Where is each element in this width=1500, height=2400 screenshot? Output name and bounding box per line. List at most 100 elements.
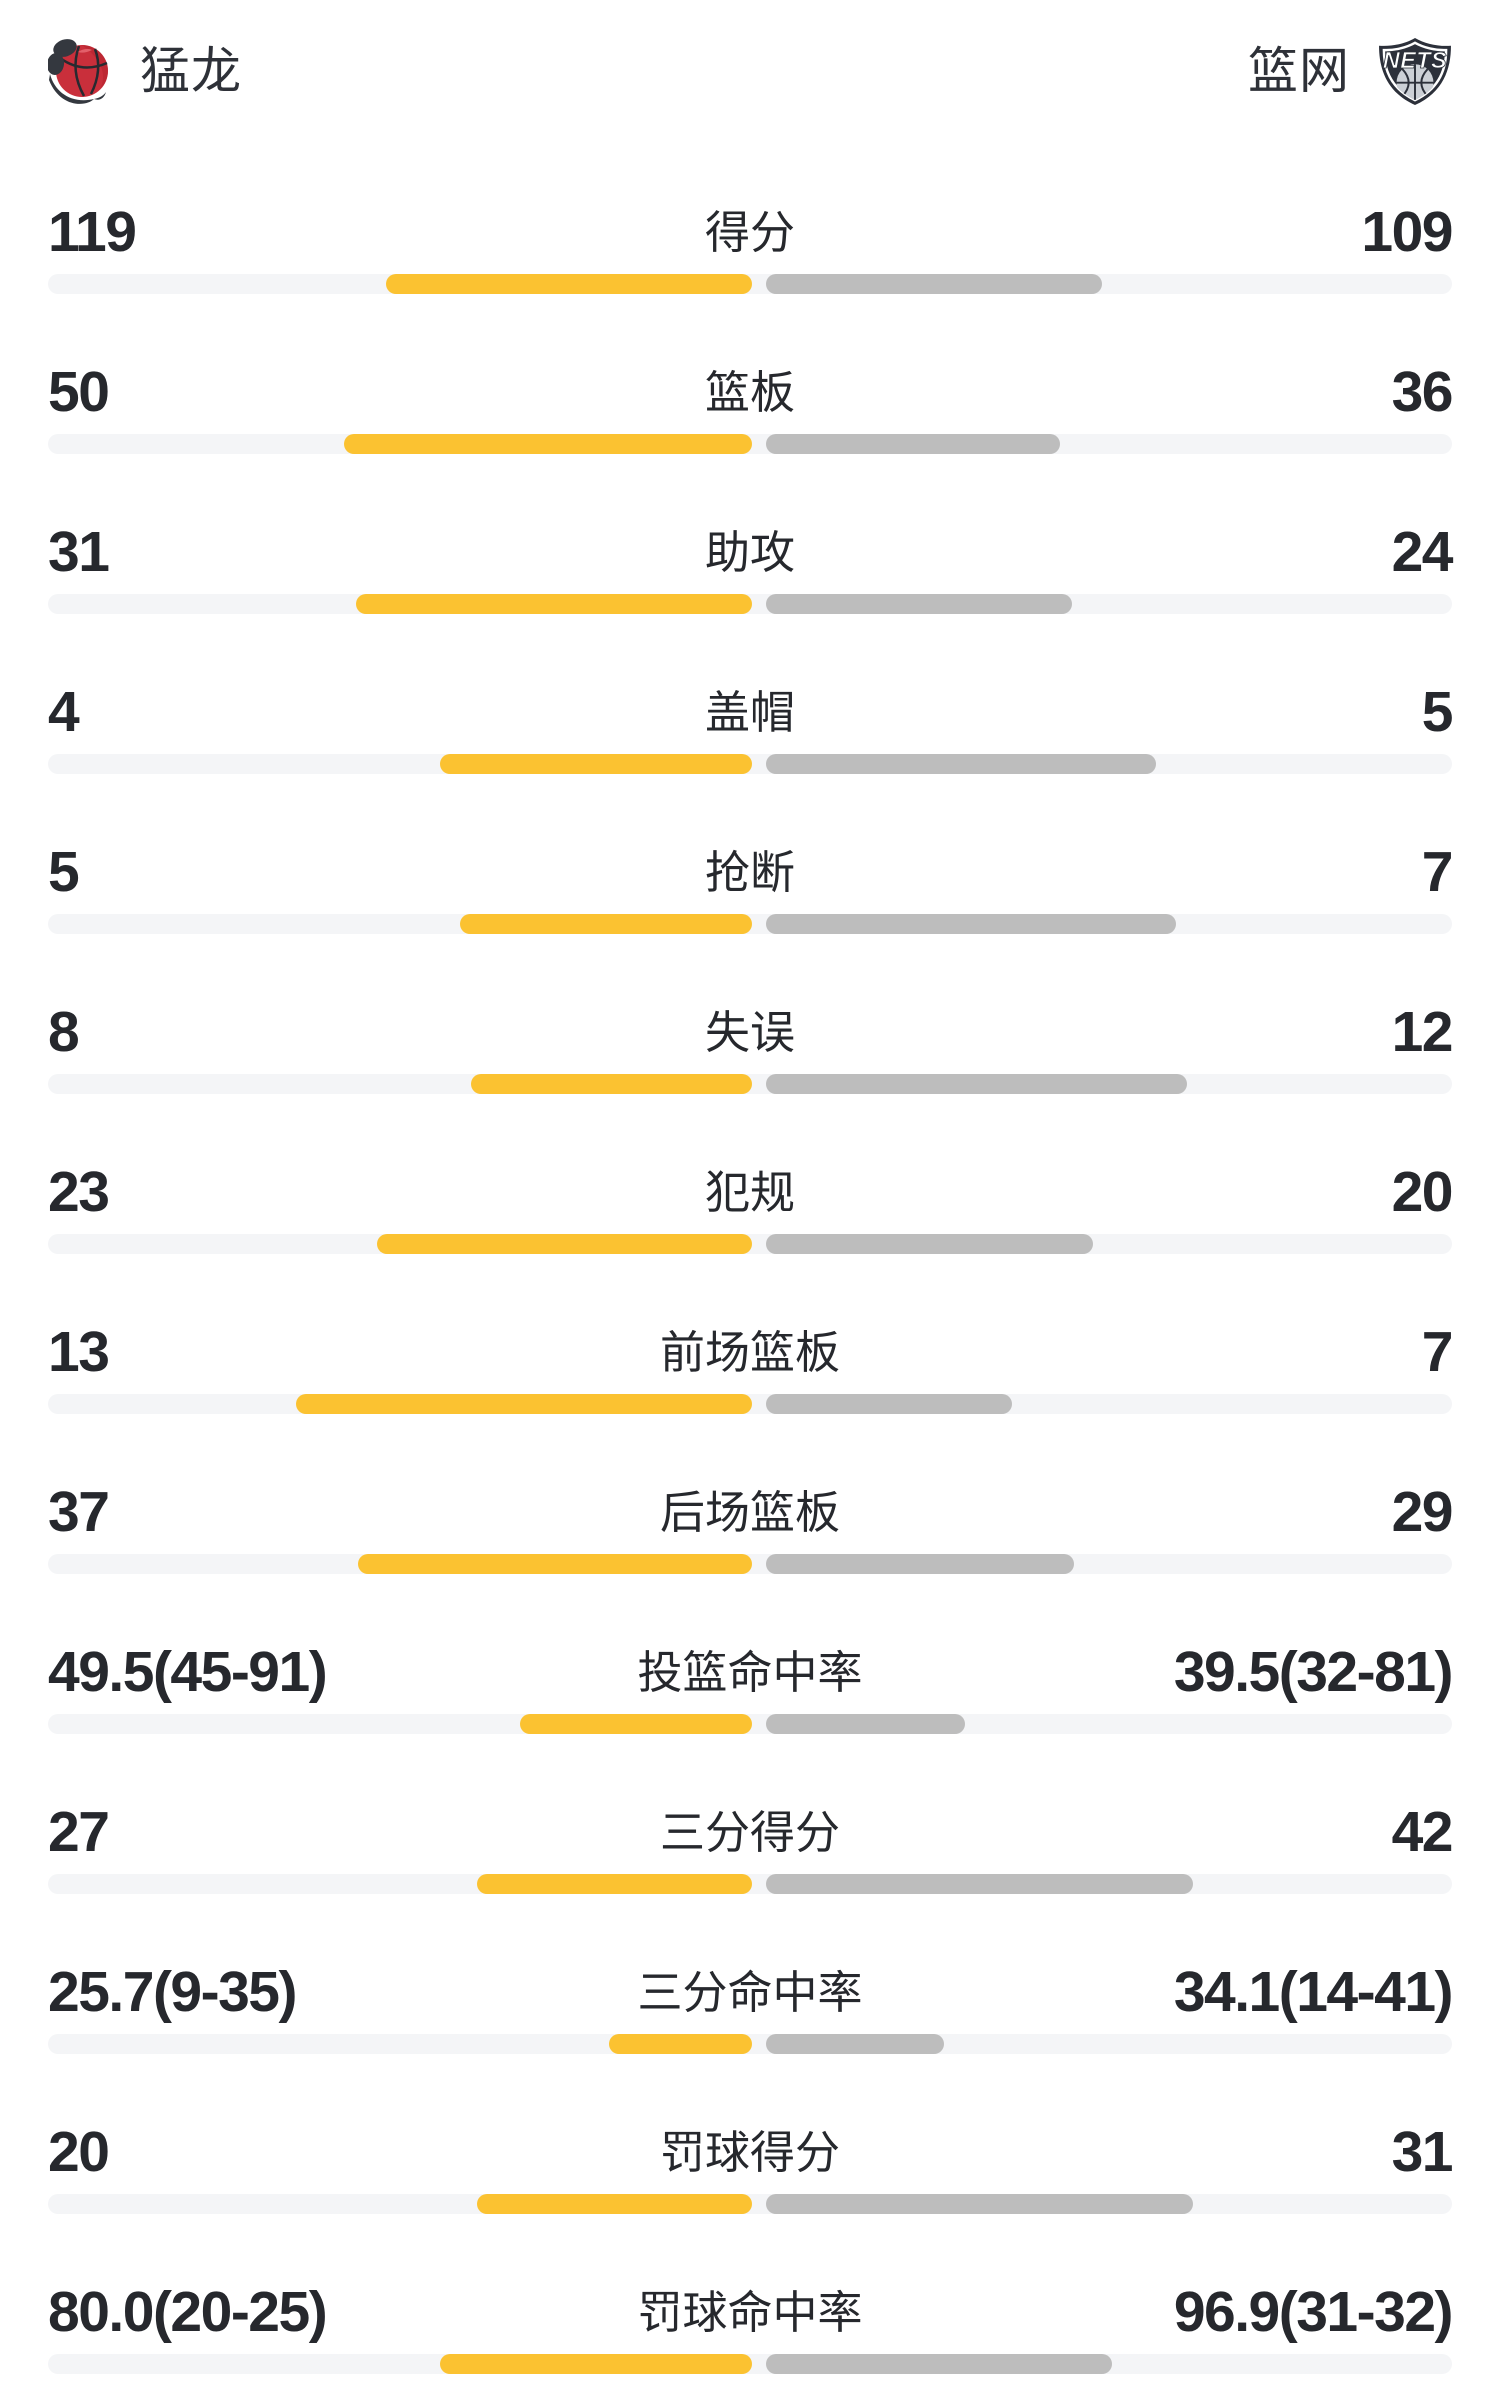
stat-bar-away [766, 434, 1060, 454]
stat-bar-home [608, 2034, 752, 2054]
stat-home-value: 80.0(20-25) [48, 2280, 328, 2344]
stat-away-value: 109 [1361, 200, 1453, 264]
stat-bar-home [376, 1234, 752, 1254]
team-away: 篮网 NETS [1248, 36, 1454, 106]
stat-away-value: 5 [1421, 680, 1454, 744]
stat-label: 得分 [704, 207, 796, 258]
stat-line: 27 三分得分 42 [48, 1800, 1454, 1864]
stat-row: 37 后场篮板 29 [0, 1480, 1500, 1574]
stat-home-value: 37 [48, 1480, 110, 1544]
stat-label: 篮板 [704, 367, 796, 418]
stat-home-value: 13 [48, 1320, 110, 1384]
stat-row: 31 助攻 24 [0, 520, 1500, 614]
stat-bar-track [48, 754, 1452, 774]
stat-bar-home [459, 914, 752, 934]
stat-line: 20 罚球得分 31 [48, 2120, 1454, 2184]
stat-bar-track [48, 1874, 1452, 1894]
stat-home-value: 31 [48, 520, 110, 584]
stat-bar-away [766, 2354, 1112, 2374]
stat-home-value: 23 [48, 1160, 110, 1224]
stat-bar-home [477, 1874, 752, 1894]
stat-bar-track [48, 1234, 1452, 1254]
stat-row: 27 三分得分 42 [0, 1800, 1500, 1894]
stat-row: 13 前场篮板 7 [0, 1320, 1500, 1414]
stat-away-value: 39.5(32-81) [1173, 1640, 1454, 1704]
stat-label: 三分得分 [659, 1807, 841, 1858]
stat-label: 前场篮板 [659, 1327, 841, 1378]
team-away-name: 篮网 [1248, 43, 1350, 99]
match-header: 猛龙 篮网 NETS [0, 0, 1500, 106]
stat-line: 80.0(20-25) 罚球命中率 96.9(31-32) [48, 2280, 1454, 2344]
stat-home-value: 119 [48, 200, 137, 264]
stat-bar-home [343, 434, 752, 454]
stat-bar-track [48, 434, 1452, 454]
stat-away-value: 34.1(14-41) [1173, 1960, 1454, 2024]
stat-bar-away [766, 2034, 945, 2054]
stat-line: 50 篮板 36 [48, 364, 1454, 421]
stat-line: 119 得分 109 [48, 200, 1453, 264]
stat-line: 4 盖帽 5 [48, 680, 1454, 744]
stat-away-value: 42 [1391, 1800, 1454, 1864]
stat-label: 犯规 [704, 1167, 796, 1218]
stat-label: 后场篮板 [659, 1487, 841, 1538]
stat-row: 23 犯规 20 [0, 1160, 1500, 1254]
nets-logo-icon: NETS [1379, 37, 1451, 106]
stat-home-value: 4 [48, 680, 80, 744]
team-home-name: 猛龙 [140, 43, 242, 99]
stat-label: 罚球得分 [659, 2127, 841, 2178]
stat-bar-home [440, 2354, 752, 2374]
stat-bar-away [766, 914, 1176, 934]
stat-label: 失误 [704, 1007, 796, 1058]
stat-home-value: 27 [48, 1800, 110, 1864]
stat-line: 25.7(9-35) 三分命中率 34.1(14-41) [48, 1960, 1454, 2024]
stat-bar-away [766, 1074, 1188, 1094]
stat-bar-home [356, 594, 752, 614]
stat-home-value: 25.7(9-35) [48, 1960, 298, 2024]
stat-line: 49.5(45-91) 投篮命中率 39.5(32-81) [48, 1640, 1454, 1704]
stat-line: 23 犯规 20 [48, 1160, 1454, 1224]
stat-row: 20 罚球得分 31 [0, 2120, 1500, 2214]
stat-label: 盖帽 [704, 687, 796, 738]
stat-away-value: 7 [1421, 840, 1454, 904]
stat-row: 5 抢断 7 [0, 840, 1500, 934]
stat-row: 49.5(45-91) 投篮命中率 39.5(32-81) [0, 1640, 1500, 1734]
stat-home-value: 5 [48, 840, 80, 904]
stat-label: 助攻 [704, 527, 796, 578]
stat-bar-away [766, 754, 1157, 774]
stat-bar-track [48, 1714, 1452, 1734]
stat-bar-track [48, 914, 1452, 934]
stat-away-value: 20 [1391, 1160, 1454, 1224]
stat-away-value: 29 [1391, 1480, 1454, 1544]
stat-line: 8 失误 12 [48, 1000, 1454, 1064]
stat-bar-track [48, 1394, 1452, 1414]
stat-bar-home [440, 754, 752, 774]
stat-bar-away [766, 1874, 1194, 1894]
team-home: 猛龙 [48, 38, 242, 104]
stat-bar-track [48, 2194, 1452, 2214]
stat-away-value: 31 [1391, 2120, 1454, 2184]
stat-bar-track [48, 2034, 1452, 2054]
stat-home-value: 49.5(45-91) [48, 1640, 328, 1704]
stat-bar-away [766, 2194, 1193, 2214]
stat-row: 50 篮板 36 [0, 364, 1500, 454]
stat-bar-home [358, 1554, 752, 1574]
stat-label: 罚球命中率 [637, 2287, 863, 2338]
stat-home-value: 8 [48, 1000, 80, 1064]
stat-bar-away [766, 594, 1073, 614]
stat-line: 37 后场篮板 29 [48, 1480, 1454, 1544]
stat-away-value: 7 [1421, 1320, 1454, 1384]
stat-line: 5 抢断 7 [48, 840, 1454, 904]
svg-text:NETS: NETS [1383, 47, 1447, 73]
stat-line: 31 助攻 24 [48, 520, 1454, 584]
stat-bar-home [476, 2194, 752, 2214]
stat-label: 投篮命中率 [637, 1647, 863, 1698]
stat-line: 13 前场篮板 7 [48, 1320, 1454, 1384]
stat-bar-away [766, 1714, 965, 1734]
stat-bar-away [766, 274, 1102, 294]
stat-home-value: 20 [48, 2120, 110, 2184]
stat-row: 4 盖帽 5 [0, 680, 1500, 774]
stat-bar-track [48, 1074, 1452, 1094]
stat-bar-home [519, 1714, 752, 1734]
stat-bar-away [766, 1554, 1075, 1574]
stat-away-value: 12 [1391, 1000, 1454, 1064]
